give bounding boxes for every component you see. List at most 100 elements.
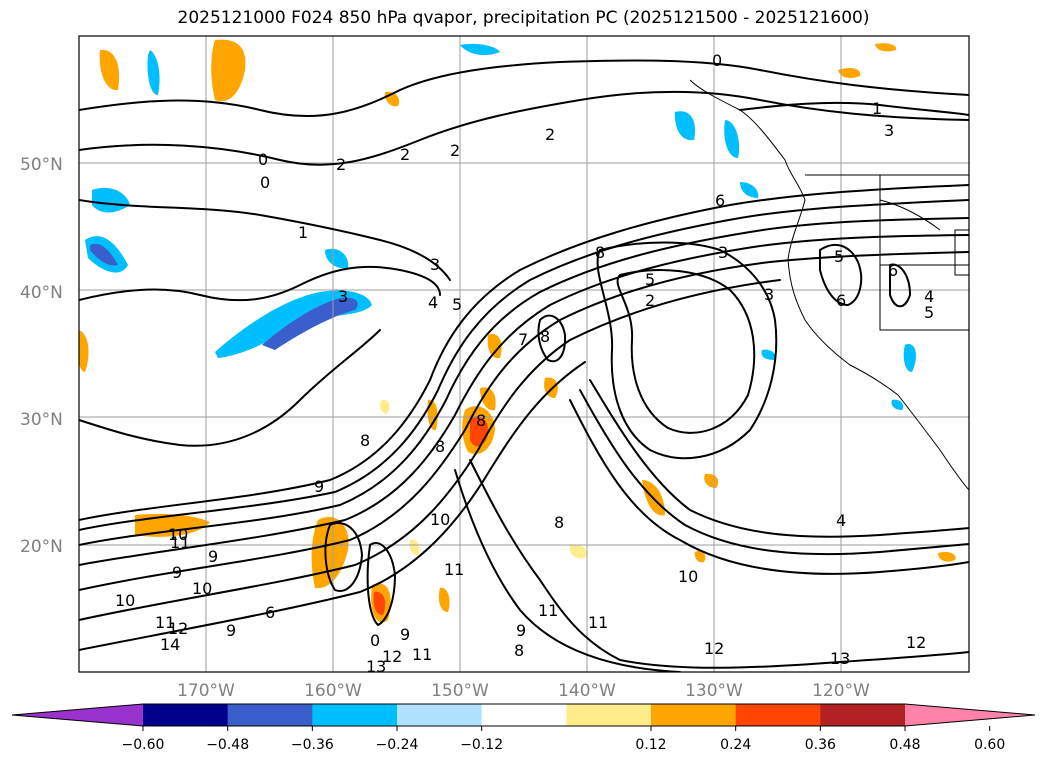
contour-label: 2	[645, 291, 655, 310]
colorbar-segment	[397, 704, 483, 726]
contour-label: 10	[430, 510, 450, 529]
latitude-labels: 50°N 40°N 30°N 20°N	[20, 155, 63, 557]
contour-line	[469, 459, 969, 669]
precip-positive-core	[373, 591, 386, 616]
contour-label: 3	[338, 287, 348, 306]
precip-positive-light	[379, 399, 390, 414]
contour-line	[79, 184, 969, 521]
contour-label: 4	[836, 511, 846, 530]
contour-line	[537, 314, 567, 363]
contour-label: 8	[435, 437, 445, 456]
contour-line	[366, 542, 396, 626]
contour-line	[79, 90, 969, 166]
contour-label: 10	[678, 567, 698, 586]
contour-label: 8	[514, 641, 524, 660]
contour-line	[454, 469, 681, 672]
colorbar-tick-label: 0.48	[889, 737, 920, 753]
contour-label: 2	[450, 141, 460, 160]
contour-line	[79, 217, 969, 546]
contour-label: 11	[588, 613, 608, 632]
contour-label: 6	[836, 291, 846, 310]
lon-label-120w: 120°W	[812, 681, 870, 701]
colorbar-tick-label: −0.12	[460, 737, 503, 753]
precip-negative-patch	[674, 111, 696, 141]
contour-label: 8	[554, 513, 564, 532]
lat-label-50n: 50°N	[20, 155, 63, 175]
contour-label: 9	[314, 477, 324, 496]
precip-negative-core	[262, 297, 358, 350]
lat-label-20n: 20°N	[20, 537, 63, 557]
contour-label: 12	[906, 633, 926, 652]
colorbar-extend-right	[905, 704, 1035, 726]
precip-negative-patch	[92, 187, 130, 213]
precip-positive-patch	[480, 387, 496, 411]
precip-negative-patch	[891, 399, 904, 410]
colorbar-tick-label: 0.60	[974, 737, 1005, 753]
plot-title: 2025121000 F024 850 hPa qvapor, precipit…	[177, 8, 870, 28]
colorbar-segment	[735, 704, 821, 726]
longitude-labels: 170°W 160°W 150°W 140°W 130°W 120°W	[177, 681, 870, 701]
contour-label: 8	[476, 411, 486, 430]
contour-label: 2	[400, 145, 410, 164]
contour-line	[79, 199, 451, 281]
contour-label: 11	[155, 613, 175, 632]
contour-label: 4	[924, 287, 934, 306]
contour-label: 8	[540, 327, 550, 346]
colorbar-segment	[651, 704, 737, 726]
colorbar-tick-label: −0.60	[122, 737, 165, 753]
precip-positive-patch	[135, 513, 210, 537]
contour-label: 9	[208, 547, 218, 566]
precip-negative-patch	[761, 349, 776, 360]
contour-label: 9	[516, 621, 526, 640]
precip-positive-patch	[487, 333, 502, 359]
precip-negative-patch	[740, 182, 759, 198]
precip-positive-patch	[79, 330, 89, 372]
contour-label: 12	[704, 639, 724, 658]
contour-label: 7	[518, 330, 528, 349]
colorbar-tick-label: −0.48	[206, 737, 249, 753]
colorbar-segment	[566, 704, 652, 726]
precip-positive-patch	[704, 473, 719, 488]
colorbar: −0.60 −0.48 −0.36 −0.24 −0.12 0.12 0.24 0.36 0.4…	[11, 703, 1036, 753]
lon-label-140w: 140°W	[558, 681, 616, 701]
contour-label: 5	[452, 295, 462, 314]
precip-positive-patch	[427, 399, 438, 431]
contour-line	[889, 263, 911, 308]
contour-label: 10	[192, 579, 212, 598]
contour-label: 8	[360, 431, 370, 450]
contour-label: 1	[298, 223, 308, 242]
contour-label: 6	[888, 261, 898, 280]
contour-label: 14	[160, 635, 180, 654]
contour-label: 3	[718, 243, 728, 262]
colorbar-tick-label: 0.36	[805, 737, 836, 753]
precip-negative-core	[90, 243, 118, 266]
colorbar-extend-left	[12, 704, 143, 726]
colorbar-segment	[481, 704, 567, 726]
contour-label: 4	[428, 293, 438, 312]
contour-label: 13	[830, 649, 850, 668]
contour-label: 5	[924, 303, 934, 322]
contour-label: 8	[595, 243, 605, 262]
contour-label: 11	[444, 560, 464, 579]
contour-label: 6	[715, 191, 725, 210]
precip-positive-patch	[99, 49, 120, 91]
contour-label: 10	[168, 525, 188, 544]
contour-line	[79, 251, 969, 591]
precip-negative-patch	[724, 120, 740, 158]
contour-line	[596, 241, 778, 460]
contour-line	[79, 265, 441, 302]
lon-label-150w: 150°W	[431, 681, 489, 701]
contour-labels: 0 1 3 2 2 2 2 0 0 1 3 3 4 5 6 8 3 5 2 3 …	[115, 51, 934, 672]
contour-label: 11	[538, 601, 558, 620]
contour-label: 9	[172, 563, 182, 582]
contour-label: 5	[645, 270, 655, 289]
contour-line	[819, 243, 863, 306]
contour-line	[579, 389, 969, 556]
precip-positive-patch	[875, 43, 897, 52]
lat-label-30n: 30°N	[20, 410, 63, 430]
contour-label: 6	[265, 603, 275, 622]
contour-line	[79, 59, 969, 118]
contour-line	[324, 522, 363, 592]
contour-line	[79, 361, 586, 651]
